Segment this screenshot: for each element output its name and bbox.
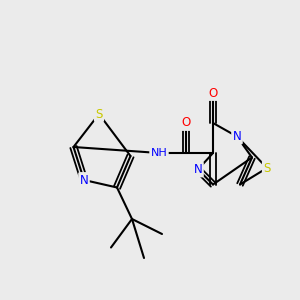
Text: N: N xyxy=(232,130,242,143)
Text: N: N xyxy=(80,173,88,187)
Text: O: O xyxy=(182,116,190,130)
Text: N: N xyxy=(194,163,202,176)
Text: S: S xyxy=(95,107,103,121)
Text: NH: NH xyxy=(151,148,167,158)
Text: O: O xyxy=(208,86,217,100)
Text: S: S xyxy=(263,161,271,175)
